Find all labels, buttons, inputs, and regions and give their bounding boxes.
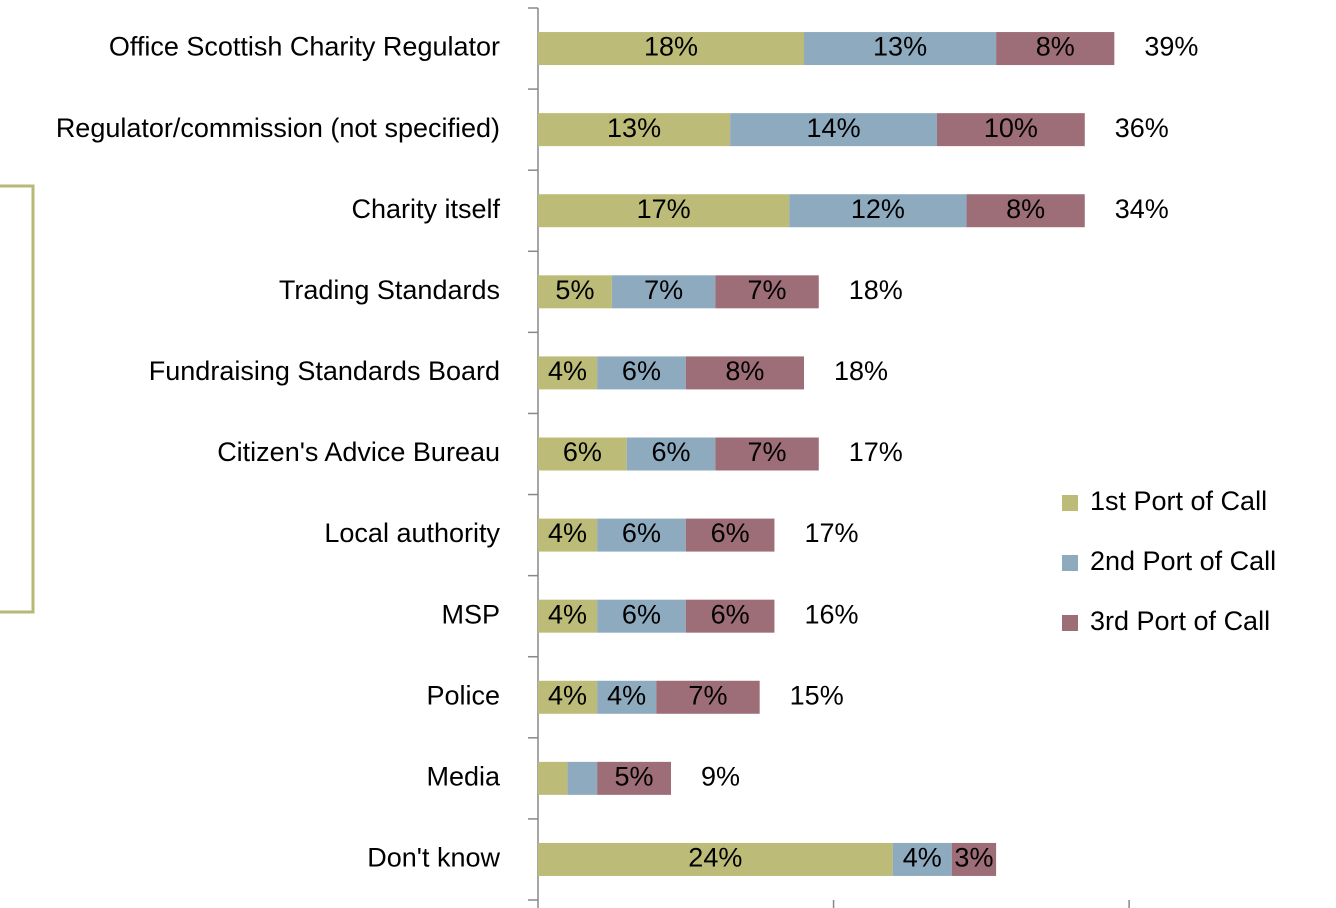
legend-swatch	[1062, 495, 1078, 511]
data-label: 8%	[1036, 32, 1075, 62]
data-label: 7%	[688, 680, 727, 710]
total-label: 39%	[1144, 32, 1198, 62]
bar-segment	[538, 113, 731, 147]
y-tick-label: Police	[426, 680, 500, 710]
data-label: 18%	[644, 32, 698, 62]
bar-segment	[611, 275, 716, 309]
data-label: 3%	[954, 843, 993, 873]
data-label: 4%	[548, 599, 587, 629]
y-tick-label: Trading Standards	[279, 275, 500, 305]
bar-segment	[892, 842, 952, 876]
total-label: 18%	[849, 275, 903, 305]
legend-swatch	[1062, 615, 1078, 631]
y-tick-label: Media	[426, 761, 501, 791]
bar-segment	[996, 32, 1115, 66]
bar-segment	[538, 599, 598, 633]
y-tick-label: Charity itself	[351, 194, 500, 224]
bar-segment	[730, 113, 937, 147]
y-tick-label: MSP	[441, 599, 500, 629]
data-label: 13%	[607, 113, 661, 143]
bar-segment	[538, 437, 627, 471]
bar-segment	[626, 437, 716, 471]
data-label: 12%	[851, 194, 905, 224]
data-label: 4%	[548, 356, 587, 386]
data-label: 4%	[903, 843, 942, 873]
total-label: 9%	[701, 761, 740, 791]
data-label: 17%	[637, 194, 691, 224]
total-label: 17%	[804, 518, 858, 548]
data-label: 4%	[607, 680, 646, 710]
bar-segment	[789, 194, 967, 228]
bar-segment	[538, 194, 790, 228]
data-label: 7%	[748, 437, 787, 467]
data-label: 6%	[622, 356, 661, 386]
legend-label: 1st Port of Call	[1090, 486, 1267, 516]
bar-segment	[937, 113, 1085, 147]
bar-segment	[597, 356, 686, 390]
data-label: 6%	[711, 518, 750, 548]
total-label: 18%	[834, 356, 888, 386]
y-tick-label: Local authority	[324, 518, 500, 548]
data-label: 10%	[984, 113, 1038, 143]
bar-segment	[538, 761, 568, 795]
bar-segment	[685, 599, 775, 633]
bar-segment	[597, 518, 686, 552]
bar-segment	[597, 680, 657, 714]
bar-segment	[538, 842, 893, 876]
data-label: 6%	[651, 437, 690, 467]
bar-segment	[715, 437, 819, 471]
bar-segment	[966, 194, 1085, 228]
data-label: 8%	[1006, 194, 1045, 224]
bar-segment	[538, 680, 598, 714]
total-label: 16%	[804, 599, 858, 629]
data-label: 14%	[807, 113, 861, 143]
bar-segment	[951, 842, 997, 876]
data-label: 7%	[644, 275, 683, 305]
y-tick-label: Fundraising Standards Board	[149, 356, 500, 386]
total-label: 17%	[849, 437, 903, 467]
data-label: 8%	[725, 356, 764, 386]
y-tick-label: Don't know	[367, 843, 500, 873]
bar-segment	[804, 32, 997, 66]
data-label: 7%	[748, 275, 787, 305]
total-label: 15%	[790, 680, 844, 710]
bar-segment	[538, 356, 598, 390]
legend-swatch	[1062, 555, 1078, 571]
data-label: 6%	[622, 599, 661, 629]
legend-label: 3rd Port of Call	[1090, 606, 1270, 636]
bar-segment	[597, 761, 671, 795]
data-label: 4%	[548, 680, 587, 710]
y-tick-label: Citizen's Advice Bureau	[217, 437, 500, 467]
data-label: 6%	[622, 518, 661, 548]
y-tick-label: Regulator/commission (not specified)	[56, 113, 500, 143]
data-label: 5%	[615, 761, 654, 791]
data-label: 4%	[548, 518, 587, 548]
y-tick-label: Office Scottish Charity Regulator	[109, 32, 500, 62]
legend-label: 2nd Port of Call	[1090, 546, 1276, 576]
data-label: 5%	[555, 275, 594, 305]
bar-segment	[685, 518, 775, 552]
total-label: 34%	[1115, 194, 1169, 224]
bar-segment	[538, 32, 804, 66]
bar-segment	[597, 599, 686, 633]
data-label: 6%	[563, 437, 602, 467]
total-label: 36%	[1115, 113, 1169, 143]
decor-frame	[0, 184, 35, 614]
bar-segment	[715, 275, 819, 309]
data-label: 13%	[873, 32, 927, 62]
bar-segment	[656, 680, 760, 714]
bar-segment	[538, 275, 612, 309]
data-label: 24%	[688, 843, 742, 873]
bar-segment	[567, 761, 598, 795]
bar-segment	[538, 518, 598, 552]
data-label: 6%	[711, 599, 750, 629]
bar-segment	[685, 356, 804, 390]
